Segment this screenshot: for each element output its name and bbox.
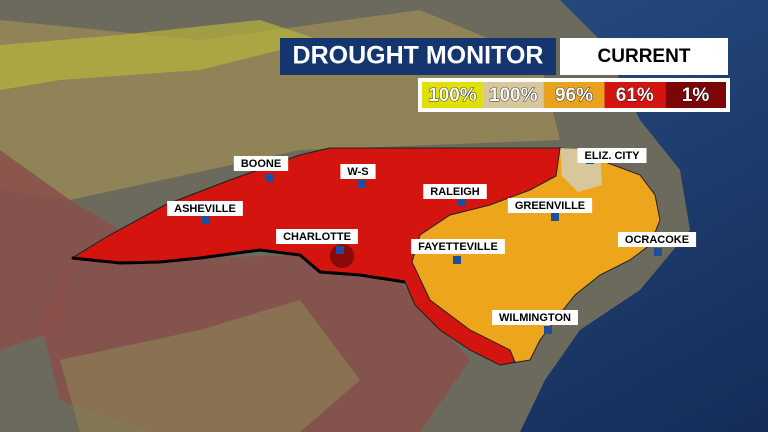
state-border	[71, 248, 406, 284]
dry-area	[60, 300, 360, 432]
city-label-box	[577, 148, 647, 163]
period-box	[560, 38, 728, 75]
legend-swatch	[665, 82, 726, 108]
cities: BOONE W-S RALEIGH ASHEVILLE ELIZ. CITY GREENV…	[167, 148, 697, 334]
city-label-box	[276, 229, 358, 244]
city-marker	[551, 213, 559, 221]
legend-label: 100%	[428, 85, 477, 106]
legend-label: 1%	[682, 85, 710, 106]
title: DROUGHT MONITOR	[293, 42, 544, 70]
city-label-box	[507, 198, 593, 213]
city-label: W-S	[347, 166, 368, 178]
city-label-box	[233, 156, 289, 171]
drought-area	[0, 150, 120, 350]
city-marker	[336, 246, 344, 254]
city-label-box	[340, 164, 376, 179]
legend-label: 96%	[555, 85, 593, 106]
city-marker	[201, 216, 209, 224]
city-label: ASHEVILLE	[174, 203, 236, 215]
city-label: FAYETTEVILLE	[418, 241, 498, 253]
city-label-box	[423, 184, 487, 199]
legend-label: 61%	[616, 85, 654, 106]
city-marker	[453, 256, 461, 264]
legend-swatch	[543, 82, 605, 108]
city-marker	[458, 198, 466, 206]
city-label-box	[617, 232, 697, 247]
legend-swatch	[482, 82, 544, 108]
dry-area	[0, 20, 320, 90]
city-label: GREENVILLE	[515, 200, 585, 212]
legend-label: 100%	[489, 85, 538, 106]
city-label: BOONE	[241, 158, 281, 170]
city-marker	[544, 326, 552, 334]
title-box	[280, 38, 556, 75]
city-label: OCRACOKE	[625, 234, 689, 246]
city-label: RALEIGH	[430, 186, 480, 198]
legend-swatch	[422, 82, 483, 108]
city-marker	[358, 180, 366, 188]
city-label: WILMINGTON	[499, 312, 571, 324]
city-label: CHARLOTTE	[283, 231, 351, 243]
city-label-box	[411, 239, 505, 254]
legend-swatch	[604, 82, 666, 108]
city-marker	[266, 174, 274, 182]
city-label-box	[167, 201, 243, 216]
legend: 100% 100% 96% 61% 1%	[422, 82, 726, 108]
city-label-box	[492, 310, 578, 325]
period: CURRENT	[598, 46, 691, 67]
city-marker	[654, 248, 662, 256]
city-label: ELIZ. CITY	[585, 150, 641, 162]
